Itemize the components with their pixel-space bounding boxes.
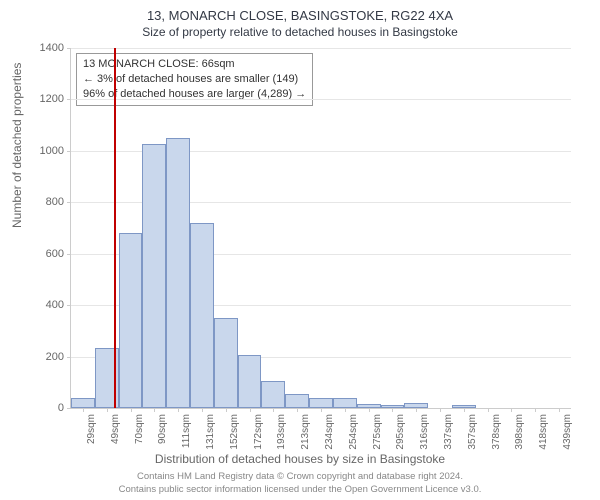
y-tick-label: 1000 [24,145,64,157]
histogram-bar [285,394,309,408]
marker-line [114,48,116,408]
x-tick-mark [369,408,370,412]
x-tick-label: 172sqm [253,414,264,450]
x-tick-label: 439sqm [562,414,573,450]
x-tick-label: 193sqm [276,414,287,450]
x-tick-mark [226,408,227,412]
y-tick-mark [67,202,71,203]
x-tick-mark [559,408,560,412]
x-tick-label: 111sqm [181,414,192,448]
y-tick-mark [67,408,71,409]
y-tick-mark [67,254,71,255]
x-tick-label: 254sqm [348,414,359,450]
x-tick-label: 49sqm [110,414,121,444]
y-axis-label: Number of detached properties [10,63,24,228]
y-tick-label: 1200 [24,93,64,105]
x-tick-label: 29sqm [86,414,97,444]
x-tick-mark [83,408,84,412]
x-tick-label: 131sqm [205,414,216,450]
x-tick-label: 295sqm [395,414,406,450]
x-tick-mark [321,408,322,412]
histogram-bar [214,318,238,408]
x-tick-label: 378sqm [491,414,502,450]
y-tick-label: 0 [24,402,64,414]
y-tick-label: 200 [24,351,64,363]
x-tick-mark [488,408,489,412]
x-tick-mark [154,408,155,412]
plot-area: 13 MONARCH CLOSE: 66sqm ← 3% of detached… [70,48,571,409]
x-tick-mark [178,408,179,412]
x-tick-mark [392,408,393,412]
x-tick-mark [131,408,132,412]
x-tick-mark [273,408,274,412]
x-tick-label: 152sqm [229,414,240,450]
x-tick-label: 275sqm [372,414,383,450]
x-tick-mark [250,408,251,412]
legend-line-1: 13 MONARCH CLOSE: 66sqm [83,57,306,72]
y-tick-mark [67,151,71,152]
histogram-bar [142,144,166,408]
y-tick-label: 400 [24,299,64,311]
y-tick-mark [67,305,71,306]
histogram-bar [190,223,214,408]
chart-subtitle: Size of property relative to detached ho… [0,23,600,39]
x-tick-label: 70sqm [134,414,145,444]
histogram-bar [71,398,95,408]
x-tick-mark [416,408,417,412]
x-tick-label: 357sqm [467,414,478,450]
x-tick-mark [107,408,108,412]
legend-line-2: ← 3% of detached houses are smaller (149… [83,72,306,87]
histogram-bar [166,138,190,408]
y-tick-label: 1400 [24,42,64,54]
x-tick-mark [440,408,441,412]
x-tick-label: 90sqm [157,414,168,444]
histogram-bar [119,233,143,408]
histogram-bar [309,398,333,408]
histogram-bar [261,381,285,408]
x-tick-label: 234sqm [324,414,335,450]
credits: Contains HM Land Registry data © Crown c… [0,471,600,496]
legend-box: 13 MONARCH CLOSE: 66sqm ← 3% of detached… [76,53,313,106]
y-tick-mark [67,357,71,358]
chart-title: 13, MONARCH CLOSE, BASINGSTOKE, RG22 4XA [0,0,600,23]
gridline [71,48,571,49]
x-axis-label: Distribution of detached houses by size … [0,452,600,466]
y-tick-label: 800 [24,196,64,208]
x-tick-label: 337sqm [443,414,454,450]
y-tick-label: 600 [24,248,64,260]
x-tick-mark [535,408,536,412]
chart-container: 13, MONARCH CLOSE, BASINGSTOKE, RG22 4XA… [0,0,600,500]
x-tick-mark [511,408,512,412]
y-tick-mark [67,99,71,100]
x-tick-mark [297,408,298,412]
credits-line-1: Contains HM Land Registry data © Crown c… [0,471,600,483]
x-tick-mark [202,408,203,412]
histogram-bar [238,355,262,408]
x-tick-label: 316sqm [419,414,430,450]
x-tick-label: 398sqm [514,414,525,450]
x-tick-label: 213sqm [300,414,311,450]
y-tick-mark [67,48,71,49]
histogram-bar [333,398,357,408]
x-tick-mark [345,408,346,412]
credits-line-2: Contains public sector information licen… [0,484,600,496]
gridline [71,99,571,100]
x-tick-label: 418sqm [538,414,549,450]
x-tick-mark [464,408,465,412]
